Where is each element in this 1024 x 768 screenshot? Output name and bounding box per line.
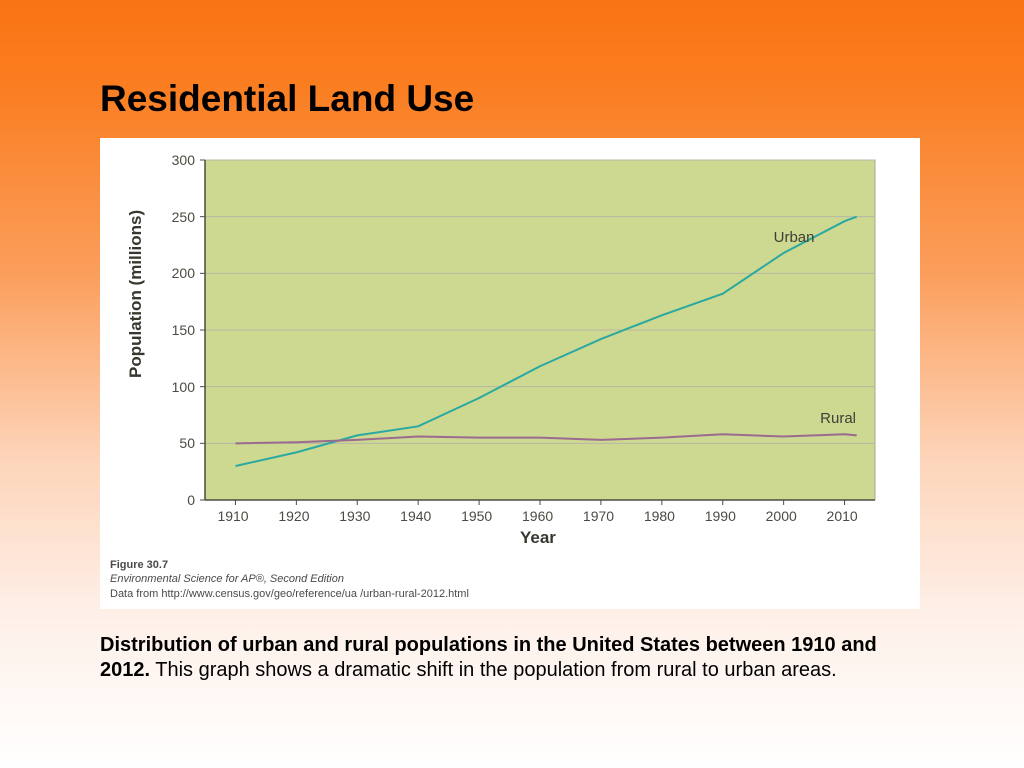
line-chart: Population (millions) 050100150200250300… — [110, 148, 902, 552]
figure-caption: Figure 30.7 Environmental Science for AP… — [110, 558, 902, 601]
figure-data-source: Data from http://www.census.gov/geo/refe… — [110, 587, 902, 601]
description-rest: This graph shows a dramatic shift in the… — [150, 659, 837, 681]
chart-container: Population (millions) 050100150200250300… — [100, 138, 920, 609]
series-label-rural: Rural — [820, 410, 856, 427]
page-title: Residential Land Use — [100, 78, 924, 120]
figure-source: Environmental Science for AP®, Second Ed… — [110, 572, 902, 586]
series-label-urban: Urban — [774, 229, 815, 246]
figure-number: Figure 30.7 — [110, 558, 902, 572]
chart-description: Distribution of urban and rural populati… — [100, 633, 920, 683]
x-axis-label: Year — [520, 528, 556, 548]
